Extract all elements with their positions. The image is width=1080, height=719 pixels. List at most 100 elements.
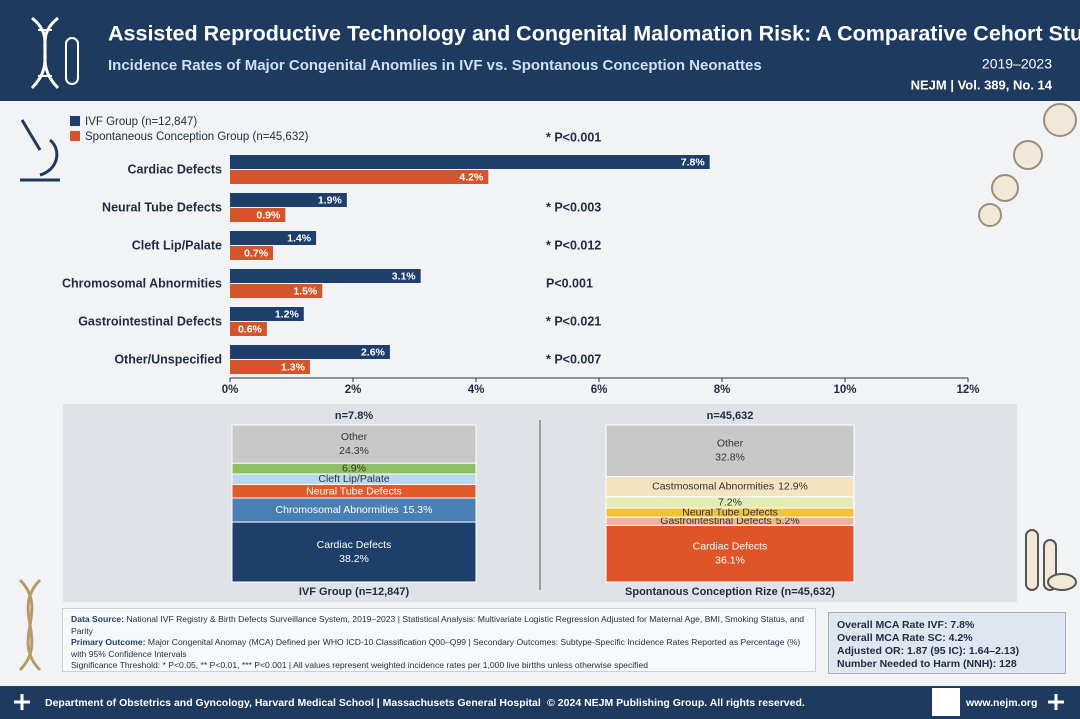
segment-name: 7.2% [718,496,742,508]
segment-value: 38.2% [339,553,369,565]
stack-segment [605,424,855,477]
note-label: Data Source: [71,614,125,624]
segment-label: Chromosomal Abnormities 15.3% [276,504,433,516]
value-label: 1.3% [281,361,306,373]
segment-value: 5.2% [776,515,800,527]
x-tick-label: 12% [956,384,979,396]
note-text: Major Congenital Anomay (MCA) Defined pe… [71,637,801,659]
stack-title: n=45,632 [707,410,754,422]
segment-value: 12.9% [778,480,808,492]
value-label: 1.9% [318,194,343,206]
subtitle: Incidence Rates of Major Congenital Anom… [108,57,762,74]
value-label: 1.5% [293,285,318,297]
x-tick-label: 6% [591,384,608,396]
segment-label: Cleft Lip/Palate [318,473,389,485]
category-label: Gastrointestinal Defects [78,314,222,328]
segment-value: 32.8% [715,452,745,464]
bar [230,246,274,260]
segment-value: 36.1% [715,554,745,566]
note-label: Primary Outcome: [71,637,146,647]
p-value: * P<0.001 [546,130,601,144]
footer-copyright: © 2024 NEJM Publishing Group. All rights… [547,697,805,709]
value-label: 2.6% [361,346,386,358]
stack-title: n=7.8% [335,410,373,422]
p-value: * P<0.007 [546,352,601,366]
bar [230,269,421,283]
bar [230,360,310,374]
bar [230,284,323,298]
plus-icons [14,694,1064,710]
qr-code [932,688,960,716]
microscope-icon [20,119,60,182]
segment-label: Neural Tube Defects [306,485,402,497]
segment-name: Other [717,438,744,450]
legend-swatch [70,116,80,126]
segment-name: Other [341,431,368,443]
segment-name: Cleft Lip/Palate [318,473,389,485]
segment-name: Gastrointestinal Defects [660,515,771,527]
category-label: Cardiac Defects [128,162,223,176]
category-label: Other/Unspecified [114,352,222,366]
p-value: * P<0.021 [546,314,601,328]
stack-segment [231,424,477,464]
value-label: 0.7% [244,247,269,259]
segment-name: Neural Tube Defects [306,485,402,497]
value-label: 1.2% [275,308,300,320]
segment-label: Neural Tube Defects [682,506,778,518]
segment-label: 6.9% [342,462,366,474]
legend-label: IVF Group (n=12,847) [85,116,197,128]
segment-value: 24.3% [339,445,369,457]
value-label: 7.8% [681,156,706,168]
years: 2019–2023 [982,56,1052,72]
segment-name: Castmosomal Abnormities [652,480,774,492]
legend-label: Spontaneous Conception Group (n=45,632) [85,131,309,143]
note: Primary Outcome: Major Congenital Anomay… [71,637,807,660]
value-label: 4.2% [459,171,484,183]
p-value: * P<0.012 [546,238,601,252]
stack-xlabel: Spontanous Conception Rize (n=45,632) [625,586,835,598]
value-label: 0.9% [256,209,281,221]
bar [230,345,390,359]
note: Data Source: National IVF Registry & Bir… [71,614,807,637]
summary-line: Overall MCA Rate SC: 4.2% [837,632,973,644]
summary-line: Number Needed to Harm (NNH): 128 [837,658,1017,670]
category-label: Neural Tube Defects [102,200,222,214]
category-label: Cleft Lip/Palate [132,238,222,252]
bar [230,307,304,321]
segment-label: 7.2% [718,496,742,508]
value-label: 1.4% [287,232,312,244]
note-text: National IVF Registry & Birth Defects Su… [71,614,805,636]
header-band [0,0,1080,101]
segment-label: Castmosomal Abnormities 12.9% [652,480,808,492]
segment-name: Cardiac Defects [317,539,392,551]
x-tick-label: 0% [222,384,239,396]
bar [230,322,267,336]
bar [230,208,286,222]
note: Significance Threshold: * P<0.05, ** P<0… [71,660,807,672]
segment-value: 15.3% [403,504,433,516]
lab-icon [1025,529,1077,591]
x-tick-label: 2% [345,384,362,396]
summary-line: Overall MCA Rate IVF: 7.8% [837,619,975,631]
dna-icon [30,16,79,90]
value-label: 3.1% [392,270,417,282]
footer-institution: Department of Obstetrics and Gyncology, … [45,697,541,709]
segment-name: 6.9% [342,462,366,474]
bar [230,193,347,207]
p-value: P<0.001 [546,276,593,290]
category-label: Chromosomal Abnormities [62,276,222,290]
stack-xlabel: IVF Group (n=12,847) [299,586,410,598]
bar [230,155,710,169]
legend-swatch [70,131,80,141]
summary: Overall MCA Rate IVF: 7.8% Overall MCA R… [828,612,1066,674]
x-tick-label: 8% [714,384,731,396]
dna-icon-bottom [18,578,42,672]
notes: Data Source: National IVF Registry & Bir… [62,608,816,672]
segment-name: Neural Tube Defects [682,506,778,518]
footer-url: www.nejm.org [965,697,1037,709]
bar [230,170,489,184]
bar [230,231,317,245]
petri-icons [978,103,1077,227]
x-tick-label: 4% [468,384,485,396]
footer-band [0,686,1080,719]
